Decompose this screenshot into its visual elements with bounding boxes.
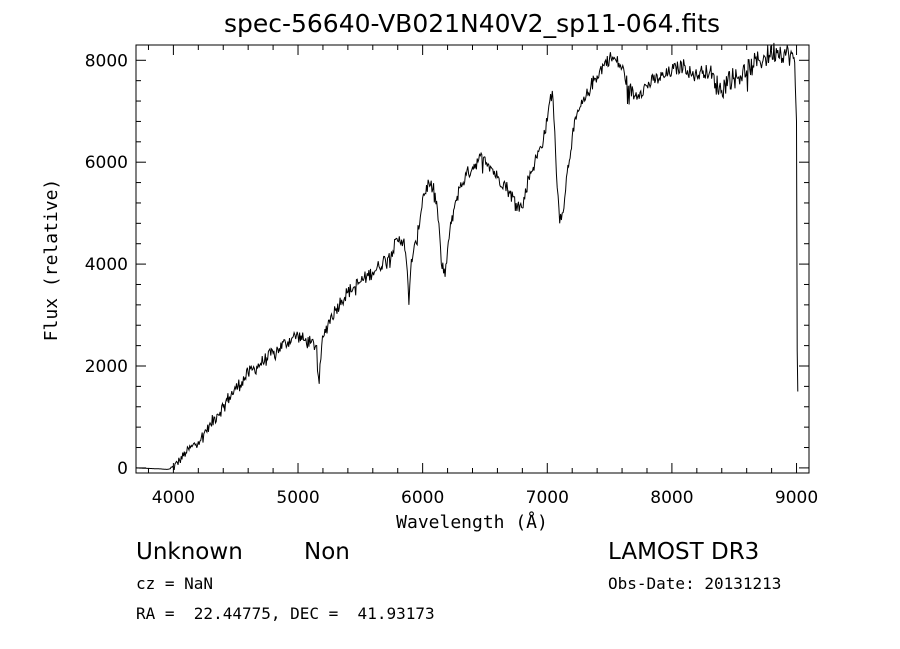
spectral-subclass: Non	[304, 539, 350, 565]
x-axis-label: Wavelength (Å)	[396, 511, 548, 533]
axis-ticks	[136, 45, 809, 473]
x-tick-label-9000: 9000	[775, 488, 818, 508]
x-tick-label-5000: 5000	[276, 488, 319, 508]
spectral-class: Unknown	[136, 539, 243, 565]
x-tick-label-4000: 4000	[152, 488, 195, 508]
obs-date: Obs-Date: 20131213	[608, 574, 782, 593]
survey-label: LAMOST DR3	[608, 539, 760, 565]
y-axis-label: Flux (relative)	[41, 179, 62, 342]
x-tick-label-7000: 7000	[526, 488, 569, 508]
x-tick-label-8000: 8000	[650, 488, 693, 508]
y-tick-label-8000: 8000	[85, 51, 128, 71]
redshift-value: cz = NaN	[136, 574, 214, 593]
y-tick-label-2000: 2000	[85, 357, 128, 377]
y-tick-label-6000: 6000	[85, 153, 128, 173]
y-tick-label-0: 0	[117, 459, 128, 479]
tick-labels: 4000 5000 6000 7000 8000 9000 0 2000 4000 6000 800…	[85, 51, 818, 508]
flux-series-line	[136, 42, 799, 471]
plot-frame	[135, 44, 810, 474]
y-tick-label-4000: 4000	[85, 255, 128, 275]
coordinates: RA = 22.44775, DEC = 41.93173	[136, 604, 435, 623]
x-tick-label-6000: 6000	[401, 488, 444, 508]
chart-title: spec-56640-VB021N40V2_sp11-064.fits	[224, 9, 720, 38]
